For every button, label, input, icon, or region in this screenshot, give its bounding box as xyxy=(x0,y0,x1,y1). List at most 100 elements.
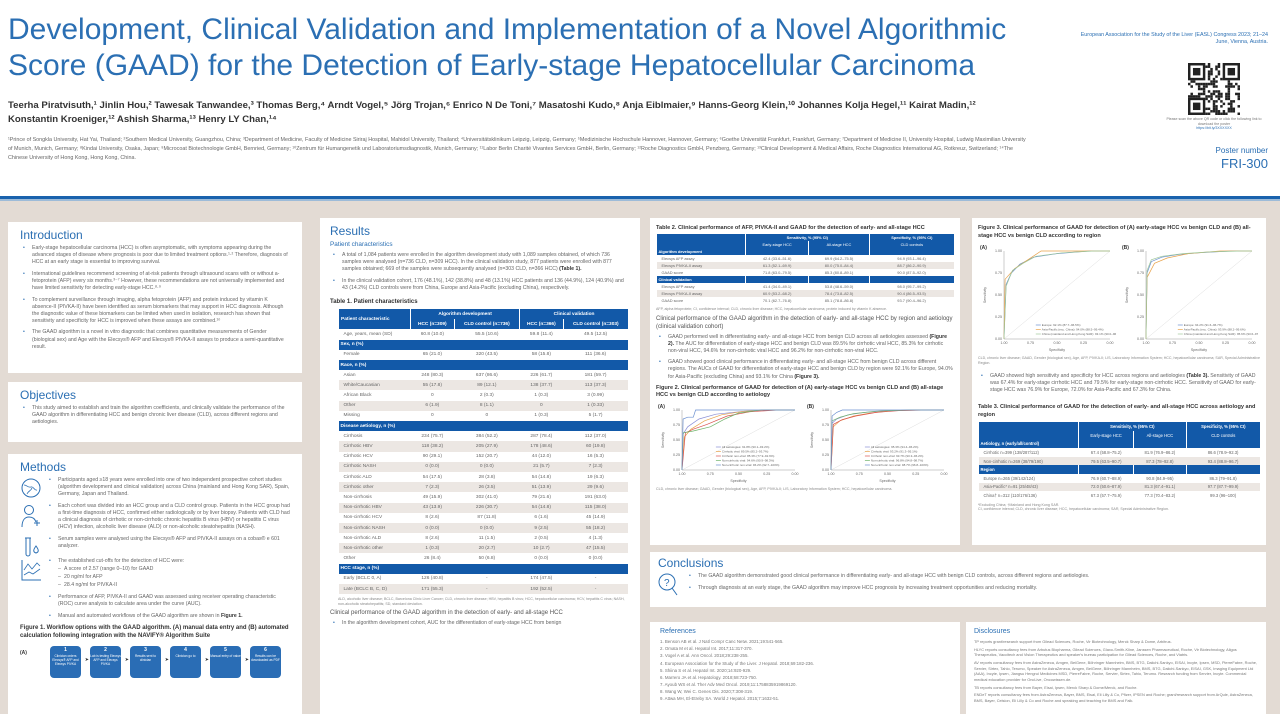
methods-row: Serum samples were analysed using the El… xyxy=(20,536,290,558)
step-number: 3 xyxy=(144,647,147,654)
x-axis-label: Specificity xyxy=(1191,348,1207,352)
table-row: African Black 0 2 (0.3) 1 (0.3) 3 (0.99) xyxy=(339,390,629,400)
affiliations: ¹Prince of Songkla University, Hat Yai, … xyxy=(8,137,1026,161)
table-cell: 51 (13.9) xyxy=(519,482,564,493)
table-cell: 138 (37.7) xyxy=(519,380,564,391)
methods-bullet: Serum samples were analysed using the El… xyxy=(46,536,290,550)
panel-label: (A) xyxy=(980,245,987,251)
patient-characteristics-heading: Patient characteristics xyxy=(330,241,393,248)
step-text: Results can be downloaded as PDF xyxy=(251,654,280,663)
row-label: Cirrhotic n=399 (138/287/112) xyxy=(983,450,1039,456)
table-cell: 81.9 (76.9–86.2) xyxy=(1144,450,1176,456)
table-cell: - xyxy=(486,576,488,582)
table-cell: 54 (17.5) xyxy=(422,474,442,480)
column-header: CLD control (n=303) xyxy=(562,319,628,330)
table-cell: 287 (78.4) xyxy=(530,433,553,439)
x-axis-label: Specificity xyxy=(1049,348,1065,352)
y-tick-label: 0.50 xyxy=(673,438,680,442)
patient-plus-icon xyxy=(21,504,40,527)
table-cell: 320 (43.5) xyxy=(475,352,498,358)
row-label: Late (BCLC B, C, D) xyxy=(338,584,411,595)
methods-bullet-text: Manual and automated workflows of the GA… xyxy=(58,612,220,619)
table-cell: 85.3 (80.8–89.1) xyxy=(824,270,854,275)
legend-entry: Cirrhotic non-viral: 85.3% (77.9–92.6%) xyxy=(722,454,775,458)
legend-entry: Non-cirrhotic non-viral: 98.7% (96.8–100… xyxy=(871,463,929,467)
row-label: Asian xyxy=(343,372,356,378)
legend-entry: Cirrhotic non-viral: 93.7% (90.3–96.2%) xyxy=(871,454,924,458)
table-cell: 59.8 (11.4) xyxy=(529,331,553,337)
table-cell: 49 (15.9) xyxy=(422,494,442,500)
y-tick-label: 1.00 xyxy=(995,249,1002,253)
region-aetiology-heading: Clinical performance of the GAAD algorit… xyxy=(656,315,953,330)
y-axis-label: Sensitivity xyxy=(661,432,665,448)
table-cell: 5 (1.7) xyxy=(588,413,603,419)
table-cell: 126 (40.8) xyxy=(421,576,444,582)
figure-1-ref: Figure 1. xyxy=(220,612,243,619)
objectives-list: This study aimed to establish and train … xyxy=(20,405,290,426)
list-item: The GAAD algorithm demonstrated good cli… xyxy=(686,573,1089,580)
table-cell: 94.9 (93.1–96.4) xyxy=(897,256,926,261)
table-row: Cirrhotic ALD 54 (17.5) 28 (3.8) 54 (14.8) 1… xyxy=(339,472,629,482)
table-cell: 29 (9.6) xyxy=(563,482,628,493)
reference-diagonal xyxy=(681,409,796,471)
group-header: Specificity, % (95% CI) xyxy=(868,234,954,241)
table-cell: 10 (2.7) xyxy=(519,543,564,554)
table-cell: 637 (86.6) xyxy=(475,372,498,378)
reference-diagonal xyxy=(1145,250,1253,340)
results-bullet-text: A total of 1,084 patients were enrolled … xyxy=(342,252,612,273)
table-cell: 0 (0.0) xyxy=(410,522,455,534)
disclosure-item: ENDeT reports consultancy fees from Astr… xyxy=(974,692,1253,703)
reference-item: 1. Benson AB et al. J Natl Compr Canc Ne… xyxy=(660,639,784,644)
y-tick-label: 0.50 xyxy=(822,438,829,442)
col3-bullet: GAAD performed well in differentiating e… xyxy=(656,334,954,355)
table-cell: 0 xyxy=(519,400,564,411)
step-text: Manual entry of value xyxy=(210,654,241,659)
table-cell: 79 (21.6) xyxy=(531,494,551,500)
column-header: CLD controls xyxy=(1185,431,1260,440)
row-label: Elecsys AFP assay xyxy=(661,256,695,261)
figure-2-ref: (Figure 2). xyxy=(668,333,948,347)
x-axis-label: Specificity xyxy=(879,479,895,483)
poster-link[interactable]: https://bit.ly/3XXXXXX xyxy=(1196,126,1232,131)
x-tick-label: 0.00 xyxy=(1107,341,1114,345)
x-tick-label: 1.00 xyxy=(828,472,835,476)
table-cell: 54 (14.8) xyxy=(519,502,564,513)
workflow-step: 5 Manual entry of value xyxy=(210,646,249,679)
table-3-ref: (Table 3). xyxy=(1186,373,1209,380)
panel-label: (A) xyxy=(658,404,665,410)
table-row: Early (BCLC 0, A) 126 (40.8) - 174 (47.5) - xyxy=(339,574,629,584)
qr-code[interactable] xyxy=(1188,63,1240,115)
step-text: Clinician orders Elecsys® AFP and Elecsy… xyxy=(52,654,79,667)
legend-entry: All aetiologies: 91.8% (90.1–93.2%) xyxy=(722,445,770,449)
methods-bullet: The established cut-offs for the detecti… xyxy=(46,558,290,565)
table-cell: 90.0 (87.5–92.0) xyxy=(897,270,926,275)
table-row: HCC stage, n (%) xyxy=(338,563,628,574)
table-row: White/Caucasian 55 (17.8) 89 (12.1) 138 (37… xyxy=(338,380,628,391)
table-cell: 77.3 (70.4–83.2) xyxy=(1144,493,1176,499)
column-header: HCC (n=309) xyxy=(410,319,455,330)
roc-chart-fig2a: (A) 1.00 0.75 0.50 0.25 0.00 0.00 0.25 0.50 0.75 1… xyxy=(658,404,799,483)
table-cell: 93.7 (90.4–96.2) xyxy=(897,298,926,303)
section-header: Sex, n (%) xyxy=(338,339,628,350)
section-filler xyxy=(868,248,954,255)
section-filler xyxy=(1185,439,1260,449)
column-header: All-stage HCC xyxy=(808,241,870,248)
table-cell: 67.4 (58.8–75.2) xyxy=(1090,450,1122,456)
disclosures-list: TP reports grant/research support from G… xyxy=(974,639,1258,704)
header-divider xyxy=(0,196,1280,199)
table-cell: 0 xyxy=(485,413,489,419)
legend-entry: Non-cirrhotic viral: 94.6% (90.9–98.3%) xyxy=(722,459,774,463)
table-cell: 8 (2.6) xyxy=(425,535,440,541)
step-number: 6 xyxy=(264,647,267,654)
table-cell: 7 (2.3) xyxy=(563,461,628,472)
table-row: Asia-Pacific* n=91 (25/48/43) 72.0 (50.6–… xyxy=(978,482,1260,492)
row-label: Other xyxy=(338,400,411,411)
row-label: Non-cirrhotic ALD xyxy=(343,535,382,541)
results-bullet: A total of 1,084 patients were enrolled … xyxy=(330,252,630,273)
table-cell: 226 (61.7) xyxy=(530,372,553,378)
table-cell: 98.0 (95.7–99.2) xyxy=(897,284,926,289)
roc-curve xyxy=(681,409,795,471)
y-tick-label: 1.00 xyxy=(1137,249,1144,253)
table-cell: 93.4 (88.8–96.7) xyxy=(1186,456,1260,466)
table-1-ref: (Table 1). xyxy=(559,266,582,273)
